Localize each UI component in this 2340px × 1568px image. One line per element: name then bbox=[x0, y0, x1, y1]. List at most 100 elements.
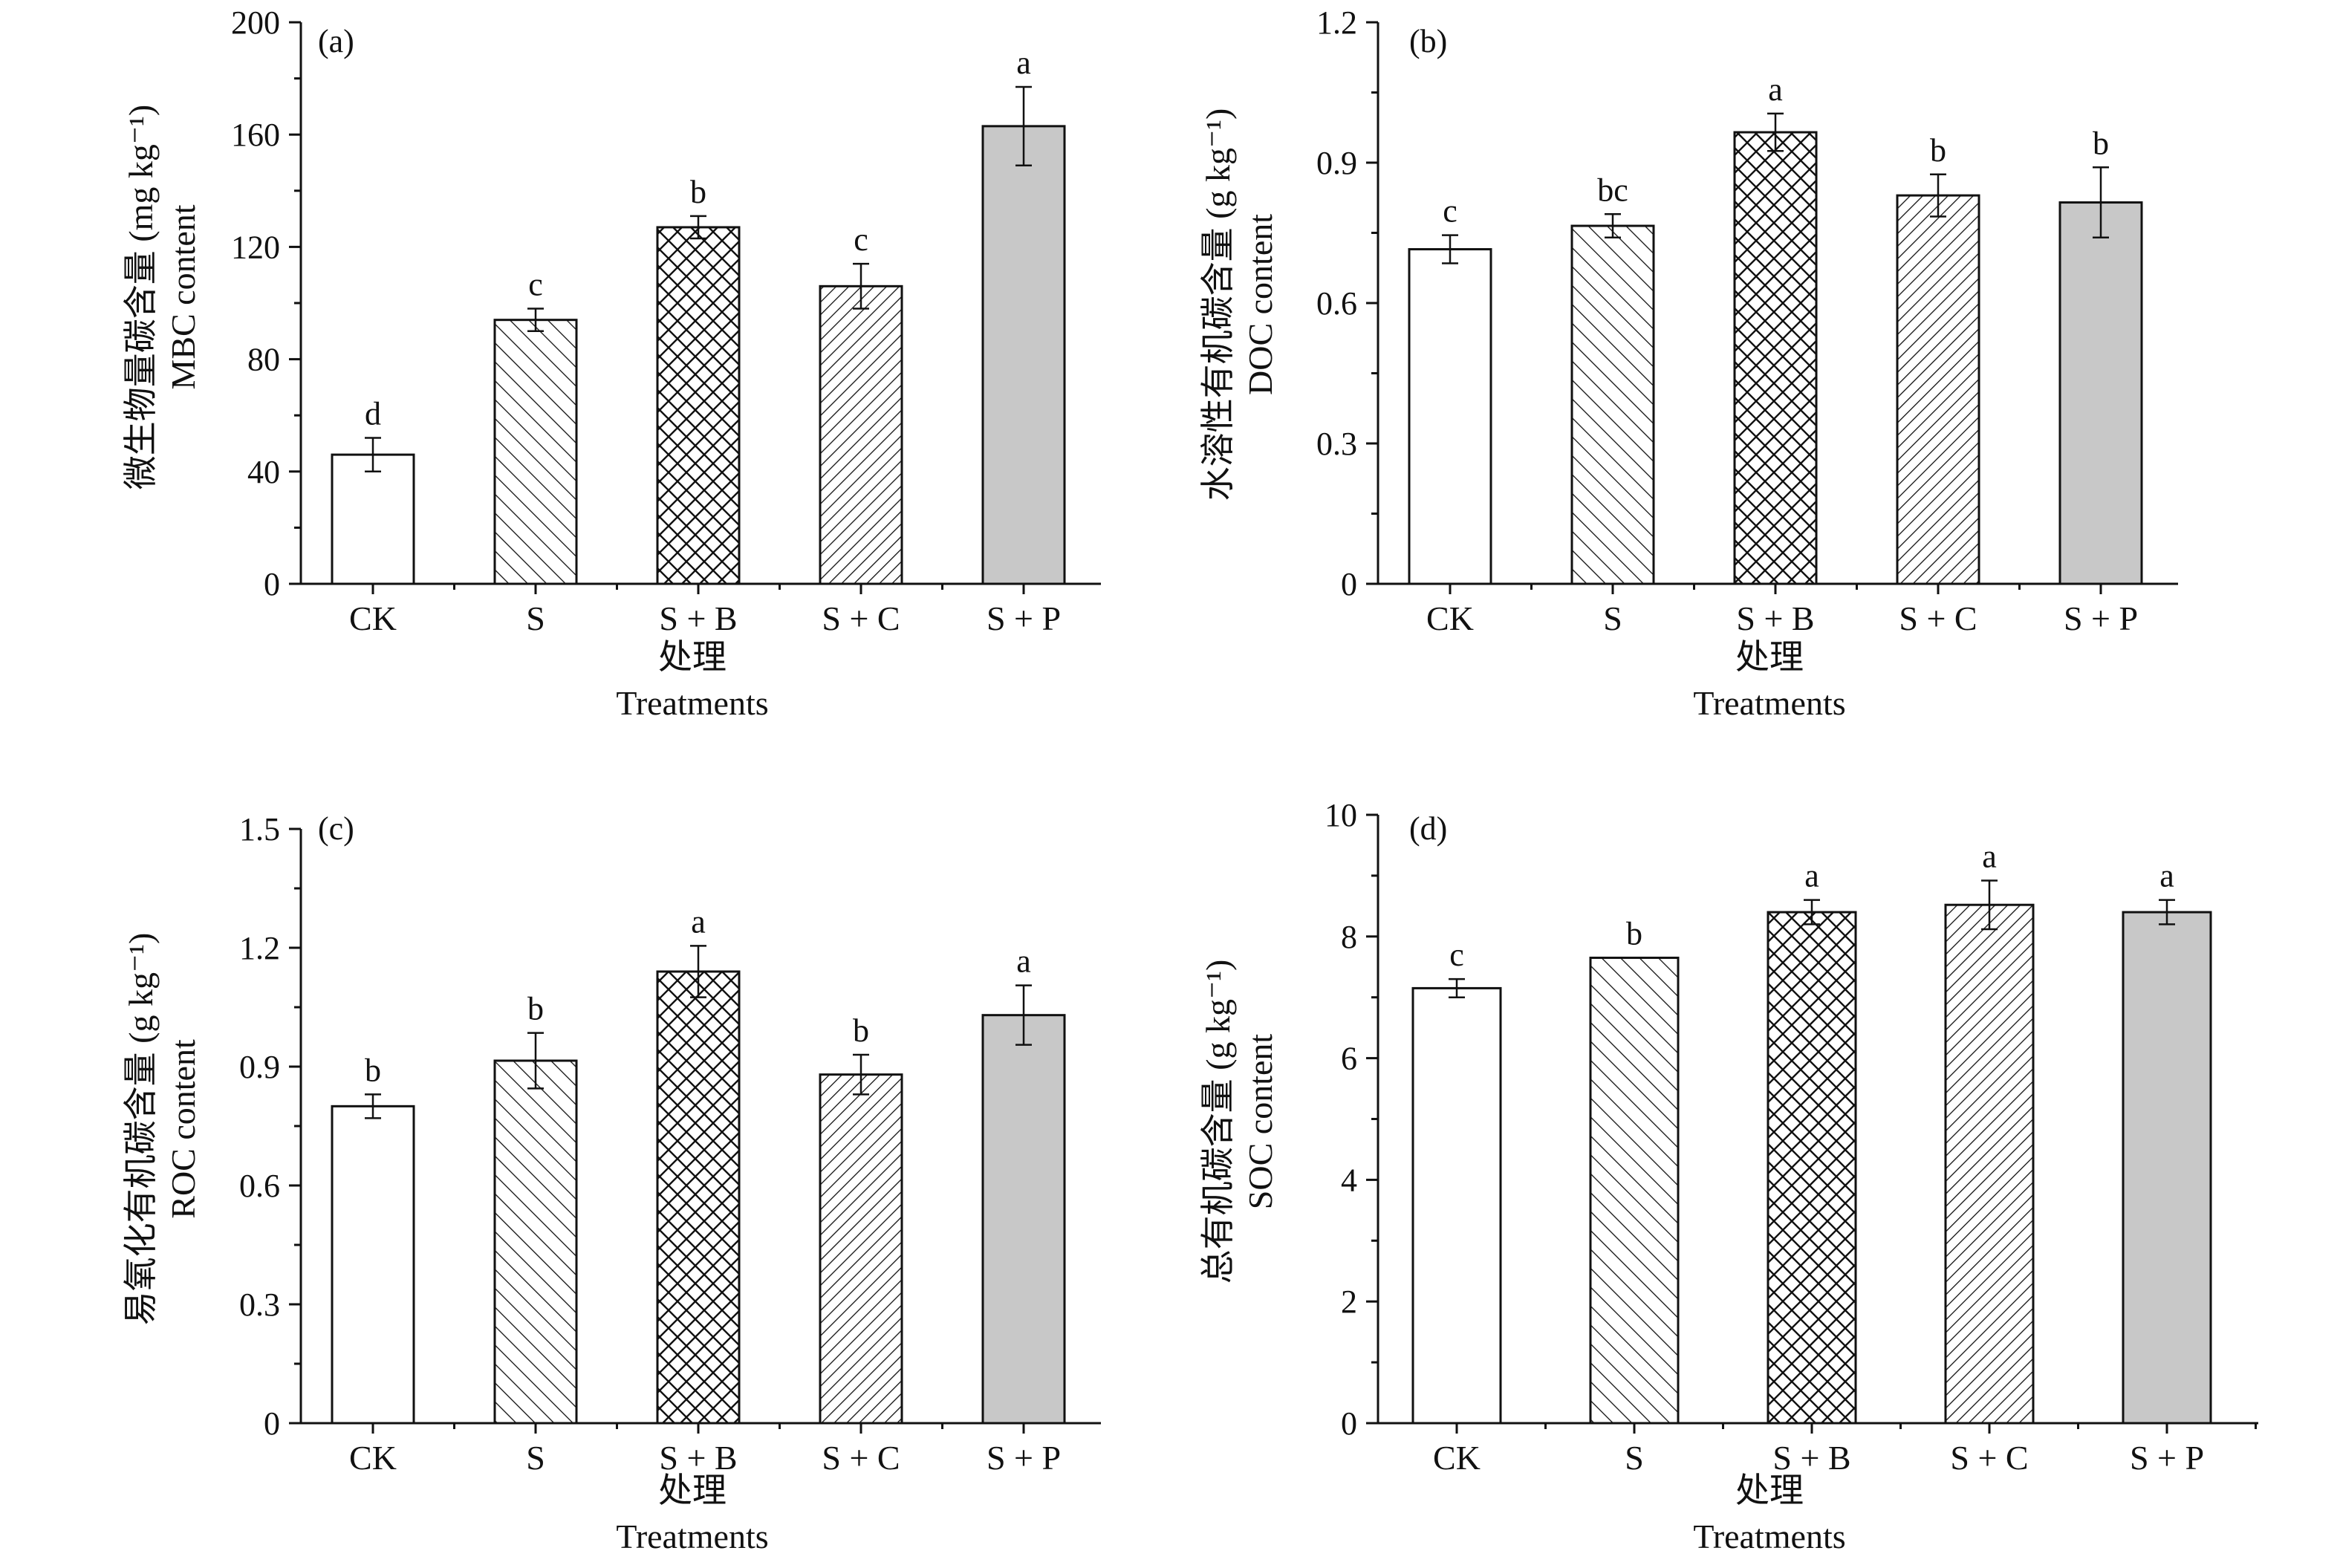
significance-label: a bbox=[1982, 838, 1997, 874]
y-tick-label: 2 bbox=[1341, 1284, 1357, 1320]
significance-label: bc bbox=[1597, 172, 1628, 208]
x-tick-label: CK bbox=[1433, 1439, 1481, 1477]
chart-panel-d: (d) 总有机碳含量 (g kg⁻¹) SOC content 处理 Treat… bbox=[1199, 797, 2258, 1555]
y-tick-label: 0.3 bbox=[1316, 426, 1357, 462]
y-tick-label: 1.2 bbox=[239, 930, 280, 966]
y-axis-title-en: SOC content bbox=[1241, 1034, 1279, 1210]
bar-sc bbox=[1944, 903, 2035, 1425]
significance-label: a bbox=[1016, 943, 1031, 980]
y-tick-label: 10 bbox=[1325, 797, 1357, 833]
y-axis-title-cn: 易氧化有机碳含量 (g kg⁻¹) bbox=[122, 933, 160, 1326]
y-axis-title-cn: 微生物量碳含量 (mg kg⁻¹) bbox=[122, 105, 160, 490]
bar-ck bbox=[331, 453, 415, 585]
bar-s bbox=[493, 319, 578, 585]
y-tick-label: 4 bbox=[1341, 1162, 1357, 1198]
y-tick-label: 0 bbox=[1341, 1405, 1357, 1442]
x-tick-label: CK bbox=[349, 599, 397, 637]
y-tick-label: 40 bbox=[247, 454, 280, 490]
y-tick-label: 80 bbox=[247, 342, 280, 378]
bar-s bbox=[1589, 956, 1680, 1425]
x-tick-label: S + C bbox=[822, 599, 900, 637]
y-tick-label: 6 bbox=[1341, 1041, 1357, 1077]
bar-sp bbox=[2058, 201, 2143, 585]
y-tick-label: 0 bbox=[264, 1405, 280, 1442]
x-tick-label: S + P bbox=[987, 599, 1061, 637]
y-tick-label: 0.3 bbox=[239, 1286, 280, 1323]
y-axis-title-en: ROC content bbox=[164, 1039, 202, 1219]
bar-ck bbox=[1408, 248, 1492, 585]
x-tick-label: CK bbox=[349, 1439, 397, 1477]
bar-s bbox=[493, 1059, 578, 1425]
bar-sb bbox=[1733, 131, 1818, 585]
x-tick-label: S + C bbox=[1950, 1439, 2028, 1477]
y-tick-label: 0 bbox=[1341, 566, 1357, 602]
x-axis-title-cn: 处理 bbox=[1735, 638, 1804, 676]
y-tick-label: 0.6 bbox=[239, 1168, 280, 1204]
significance-label: b bbox=[1930, 132, 1946, 169]
bar-sp bbox=[981, 1014, 1066, 1425]
x-tick-label: S + C bbox=[1899, 599, 1977, 637]
x-tick-label: S + B bbox=[1772, 1439, 1850, 1477]
y-axis-title-en: DOC content bbox=[1241, 214, 1279, 395]
x-tick-label: S + P bbox=[2130, 1439, 2204, 1477]
bar-s bbox=[1570, 224, 1655, 585]
x-tick-label: S + B bbox=[659, 599, 737, 637]
chart-panel-a: (a) 微生物量碳含量 (mg kg⁻¹) MBC content 处理 Tre… bbox=[122, 4, 1101, 722]
x-tick-label: CK bbox=[1426, 599, 1474, 637]
y-axis-title-cn: 总有机碳含量 (g kg⁻¹) bbox=[1199, 960, 1237, 1284]
bar-ck bbox=[1411, 986, 1502, 1425]
bar-sb bbox=[656, 226, 741, 585]
y-tick-label: 160 bbox=[231, 117, 280, 153]
bar-sp bbox=[981, 125, 1066, 585]
x-axis-title-en: Treatments bbox=[1693, 1517, 1845, 1555]
significance-label: c bbox=[1443, 193, 1457, 230]
y-tick-label: 0 bbox=[264, 566, 280, 602]
x-axis-title-en: Treatments bbox=[616, 684, 768, 722]
significance-label: a bbox=[1804, 858, 1819, 894]
bar-sb bbox=[656, 970, 741, 1425]
significance-label: b bbox=[1626, 915, 1642, 951]
y-tick-label: 120 bbox=[231, 229, 280, 265]
x-tick-label: S bbox=[526, 1439, 545, 1477]
y-tick-label: 0.9 bbox=[1316, 145, 1357, 181]
x-tick-label: S bbox=[526, 599, 545, 637]
panel-label: (a) bbox=[318, 23, 354, 59]
significance-label: c bbox=[854, 221, 868, 258]
significance-label: a bbox=[691, 903, 706, 940]
y-tick-label: 200 bbox=[231, 4, 280, 41]
significance-label: a bbox=[1768, 71, 1783, 108]
x-axis-title-en: Treatments bbox=[616, 1517, 768, 1555]
y-tick-label: 0.6 bbox=[1316, 285, 1357, 322]
y-axis-title: 总有机碳含量 (g kg⁻¹) SOC content bbox=[1199, 960, 1279, 1284]
bar-sc bbox=[819, 1073, 903, 1425]
y-axis-title-en: MBC content bbox=[164, 204, 202, 389]
x-tick-label: S bbox=[1625, 1439, 1644, 1477]
chart-panel-b: (b) 水溶性有机碳含量 (g kg⁻¹) DOC content 处理 Tre… bbox=[1199, 4, 2178, 722]
bar-ck bbox=[331, 1105, 415, 1425]
y-tick-label: 0.9 bbox=[239, 1049, 280, 1085]
x-axis-title-cn: 处理 bbox=[1735, 1471, 1804, 1509]
significance-label: b bbox=[527, 991, 544, 1027]
significance-label: a bbox=[1016, 45, 1031, 81]
panel-label: (b) bbox=[1409, 23, 1447, 59]
panel-label: (c) bbox=[318, 810, 354, 847]
significance-label: d bbox=[365, 395, 381, 432]
y-axis-title-cn: 水溶性有机碳含量 (g kg⁻¹) bbox=[1199, 108, 1237, 501]
bar-sp bbox=[2122, 911, 2212, 1425]
y-tick-label: 8 bbox=[1341, 919, 1357, 955]
bar-sc bbox=[1896, 194, 1980, 585]
x-tick-label: S bbox=[1603, 599, 1622, 637]
x-tick-label: S + P bbox=[2064, 599, 2138, 637]
panel-label: (d) bbox=[1409, 810, 1447, 847]
y-tick-label: 1.5 bbox=[239, 811, 280, 848]
y-axis-title: 微生物量碳含量 (mg kg⁻¹) MBC content bbox=[122, 105, 202, 490]
x-tick-label: S + B bbox=[1736, 599, 1814, 637]
significance-label: b bbox=[365, 1052, 381, 1088]
significance-label: b bbox=[2093, 125, 2109, 161]
significance-label: b bbox=[853, 1012, 869, 1049]
x-tick-label: S + C bbox=[822, 1439, 900, 1477]
bar-sc bbox=[819, 284, 903, 585]
y-axis-title: 易氧化有机碳含量 (g kg⁻¹) ROC content bbox=[122, 933, 202, 1326]
y-tick-label: 1.2 bbox=[1316, 4, 1357, 41]
